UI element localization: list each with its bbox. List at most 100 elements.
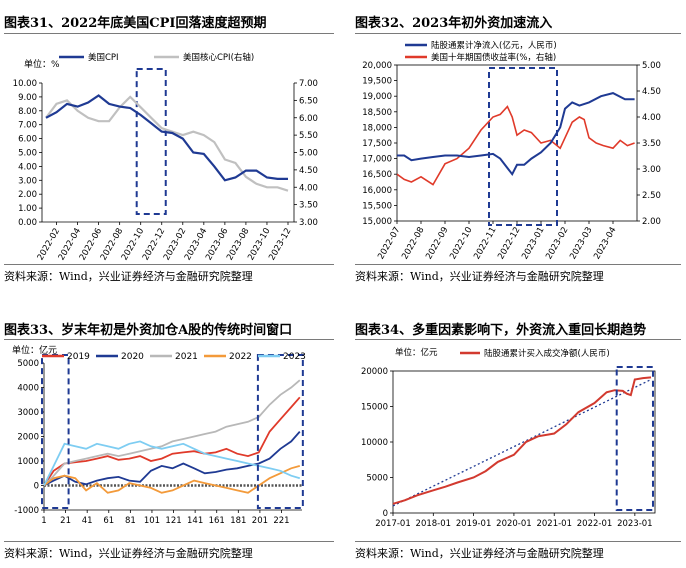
series-line-2021: [43, 379, 301, 487]
series-line-northbound-inflow: [397, 92, 635, 177]
y-tick-label-left: 5.00: [18, 149, 37, 159]
x-tick-label: 2023-04: [592, 226, 618, 262]
x-tick-label: 141: [187, 516, 203, 526]
legend-label-2021: 2021: [175, 352, 198, 362]
x-tick-label: 2017-01: [375, 519, 411, 529]
unit-label: 单位：亿元: [395, 347, 438, 358]
x-tick-label: 2023-01: [520, 226, 546, 262]
y-tick-label-left: 18,500: [362, 108, 392, 118]
y-tick-label: 5000: [17, 359, 39, 369]
chart-title-33: 图表33、岁末年初是外资加仓A股的传统时间窗口: [4, 323, 293, 338]
y-tick-label: 0: [34, 482, 39, 492]
chart-panel-31: 图表31、2022年底美国CPI回落速度超预期 单位：% 0.00 1.00 2.00…: [4, 0, 337, 285]
y-tick-label: -1000: [14, 506, 39, 516]
x-tick-label: 2019-01: [456, 519, 492, 529]
x-tick-label: 2022-09: [424, 226, 450, 262]
x-tick-label: 161: [209, 516, 225, 526]
legend-label-2020: 2020: [121, 352, 144, 362]
x-tick-label: 2022-07: [376, 226, 402, 262]
y-tick-label-left: 15,500: [362, 201, 392, 211]
legend-label-2019: 2019: [67, 352, 90, 362]
source-note: 资料来源：Wind，兴业证券经济与金融研究院整理: [4, 547, 253, 560]
y-tick-label-right: 3.50: [299, 201, 318, 211]
x-tick-label: 81: [125, 516, 136, 526]
x-tick-label: 21: [60, 516, 71, 526]
title-divider: [4, 33, 334, 35]
y-tick-label-right: 3.50: [642, 139, 661, 149]
y-tick-label-left: 3.00: [18, 176, 37, 186]
y-tick-label-left: 10.00: [13, 79, 37, 89]
y-tick-label-left: 16,500: [362, 170, 392, 180]
x-tick-label: 2022-01: [577, 519, 613, 529]
source-note: 资料来源：Wind，兴业证券经济与金融研究院整理: [4, 270, 253, 283]
y-tick-label: 2000: [17, 433, 39, 443]
highlight-box: [135, 68, 167, 215]
y-tick-label-left: 2.00: [18, 190, 37, 200]
x-tick-label: 2023-02: [544, 226, 570, 262]
legend-label-core-cpi: 美国核心CPI(右轴): [183, 52, 254, 63]
chart-panel-34: 图表34、多重因素影响下，外资流入重回长期趋势 单位：亿元 0 5000 10000 1…: [355, 297, 686, 568]
y-tick-label: 5000: [366, 474, 388, 484]
y-tick-label-right: 3.00: [642, 165, 661, 175]
chart-panel-33: 图表33、岁末年初是外资加仓A股的传统时间窗口 单位：亿元 -1000 0 1000 2…: [4, 297, 337, 568]
plot-frame: [396, 64, 638, 222]
highlight-box: [256, 354, 304, 509]
y-tick-label: 0: [383, 509, 388, 519]
y-tick-label-right: 5.00: [642, 61, 661, 71]
unit-label: 单位：亿元: [12, 344, 57, 356]
series-line-2022: [43, 465, 301, 494]
x-tick-label: 41: [82, 516, 93, 526]
y-tick-label-left: 4.00: [18, 162, 37, 172]
y-tick-label: 20000: [361, 367, 388, 377]
source-divider: [355, 541, 681, 542]
y-tick-label-left: 7.00: [18, 121, 37, 131]
x-tick-label: 201: [252, 516, 268, 526]
x-tick-label: 2023-01: [617, 519, 653, 529]
x-tick-label: 121: [165, 516, 181, 526]
y-tick-label-right: 4.50: [642, 87, 661, 97]
x-tick-label: 2023-03: [568, 226, 594, 262]
highlight-box: [488, 67, 558, 226]
title-divider: [355, 339, 681, 341]
x-tick-label: 221: [273, 516, 289, 526]
y-tick-label-left: 18,000: [362, 123, 392, 133]
series-line-2019: [43, 396, 301, 486]
y-tick-label-left: 20,000: [362, 61, 392, 71]
y-tick-label-left: 8.00: [18, 107, 37, 117]
legend-label-northbound-inflow: 陆股通累计净流入(亿元，人民币): [431, 40, 557, 51]
chart-title-31: 图表31、2022年底美国CPI回落速度超预期: [4, 16, 267, 31]
source-divider: [4, 264, 334, 265]
x-tick-label: 2018-01: [416, 519, 452, 529]
y-tick-label-left: 1.00: [18, 204, 37, 214]
y-tick-label: 10000: [361, 438, 388, 448]
x-tick-label: 2021-01: [536, 519, 572, 529]
chart-34: 单位：亿元 0 5000 10000 15000 20000 2017-01 2018-01 2…: [361, 347, 656, 529]
x-tick-label: 2022-11: [472, 226, 498, 262]
y-tick-label-right: 4.00: [299, 183, 318, 193]
chart-32: 15,000 15,500 16,000 16,500 17,000 17,500 18,0…: [362, 40, 661, 262]
y-tick-label-right: 2.50: [642, 191, 661, 201]
x-tick-label: 2022-12: [496, 226, 522, 262]
y-tick-label-left: 17,000: [362, 155, 392, 165]
y-tick-label: 1000: [17, 457, 39, 467]
y-tick-label-left: 17,500: [362, 139, 392, 149]
x-tick-label: 2022-08: [400, 226, 426, 262]
y-tick-label-left: 0.00: [18, 218, 37, 228]
y-tick-label-right: 2.00: [642, 217, 661, 227]
source-note: 资料来源：Wind，兴业证券经济与金融研究院整理: [355, 547, 604, 560]
y-tick-label: 4000: [17, 384, 39, 394]
chart-title-34: 图表34、多重因素影响下，外资流入重回长期趋势: [355, 323, 647, 338]
unit-label: 单位：%: [24, 58, 60, 70]
x-tick-label: 181: [230, 516, 246, 526]
title-divider: [355, 33, 681, 35]
x-tick-label: 2022-10: [448, 226, 474, 262]
x-tick-label: 2020-01: [496, 519, 532, 529]
y-tick-label-right: 3.00: [299, 218, 318, 228]
x-tick-label: 101: [144, 516, 160, 526]
series-line-cpi: [45, 94, 288, 182]
y-tick-label-right: 5.00: [299, 149, 318, 159]
legend-label-2022: 2022: [229, 352, 252, 362]
y-tick-label-right: 6.00: [299, 114, 318, 124]
y-tick-label-right: 6.50: [299, 96, 318, 106]
title-divider: [4, 339, 334, 341]
